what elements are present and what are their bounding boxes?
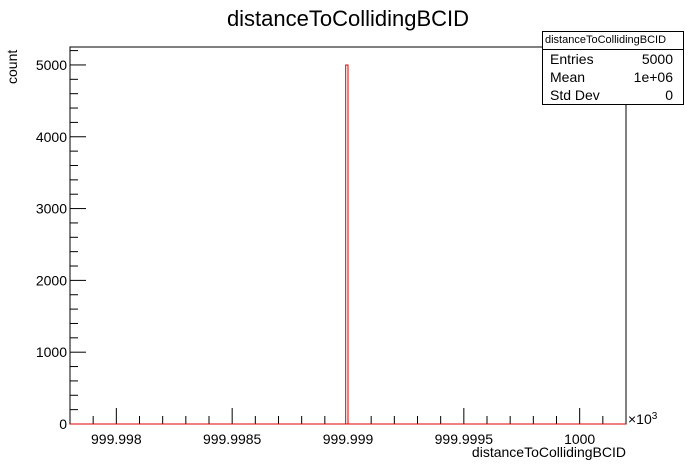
x-tick-label: 999.999: [323, 431, 374, 447]
y-axis-label: count: [4, 50, 20, 84]
histogram-bin: [345, 64, 349, 424]
stats-value: 5000: [641, 51, 673, 67]
stats-row-entries: Entries 5000: [543, 50, 683, 68]
x-tick-label: 999.9995: [435, 431, 494, 447]
x-tick-label: 1000: [564, 431, 595, 447]
stats-label: Std Dev: [550, 87, 600, 103]
stats-box: distanceToCollidingBCID Entries 5000 Mea…: [542, 31, 684, 105]
x-multiplier-exponent: 3: [652, 411, 658, 422]
x-tick-label: 999.9985: [203, 431, 262, 447]
x-axis: 999.998 999.9985 999.999 999.9995 1000: [69, 408, 627, 447]
x-multiplier-base: ×10: [628, 411, 652, 427]
y-tick-label: 2000: [36, 272, 67, 288]
stats-value: 0: [665, 87, 673, 103]
x-axis-label: distanceToCollidingBCID: [472, 444, 626, 460]
y-tick-label: 1000: [36, 344, 67, 360]
stats-label: Entries: [550, 51, 594, 67]
chart-title: distanceToCollidingBCID: [227, 6, 469, 31]
stats-row-std-dev: Std Dev 0: [543, 86, 683, 104]
stats-row-mean: Mean 1e+06: [543, 68, 683, 86]
x-tick-label: 999.998: [91, 431, 142, 447]
stats-value: 1e+06: [633, 69, 673, 85]
stats-box-title: distanceToCollidingBCID: [543, 32, 683, 50]
y-tick-label: 4000: [36, 129, 67, 145]
y-tick-label: 3000: [36, 201, 67, 217]
histogram-bars: [70, 64, 626, 425]
y-axis: 0 1000 2000 3000 4000 5000: [36, 50, 86, 432]
x-axis-multiplier: ×103: [628, 411, 658, 427]
y-tick-label: 0: [59, 416, 67, 432]
stats-label: Mean: [550, 69, 586, 85]
y-tick-label: 5000: [36, 57, 67, 73]
